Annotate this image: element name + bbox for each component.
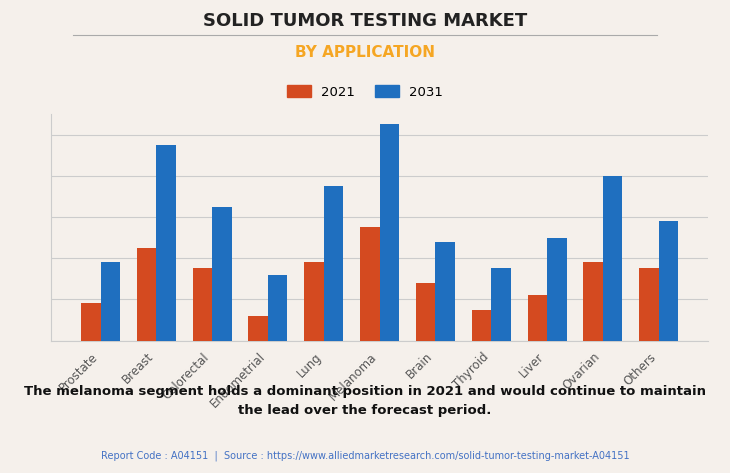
Bar xyxy=(360,228,380,341)
Bar xyxy=(528,295,547,341)
Text: BY APPLICATION: BY APPLICATION xyxy=(295,45,435,60)
Bar xyxy=(435,242,455,341)
Bar xyxy=(304,263,324,341)
Bar xyxy=(472,310,491,341)
Bar xyxy=(658,221,678,341)
Bar xyxy=(547,237,566,341)
Legend: 2021, 2031: 2021, 2031 xyxy=(282,80,448,104)
Text: The melanoma segment holds a dominant position in 2021 and would continue to mai: The melanoma segment holds a dominant po… xyxy=(24,385,706,418)
Bar xyxy=(603,176,623,341)
Bar xyxy=(193,269,212,341)
Bar xyxy=(491,269,511,341)
Bar xyxy=(156,145,176,341)
Bar xyxy=(212,207,231,341)
Bar xyxy=(324,186,343,341)
Bar xyxy=(380,124,399,341)
Text: SOLID TUMOR TESTING MARKET: SOLID TUMOR TESTING MARKET xyxy=(203,12,527,30)
Bar xyxy=(639,269,658,341)
Text: Report Code : A04151  |  Source : https://www.alliedmarketresearch.com/solid-tum: Report Code : A04151 | Source : https://… xyxy=(101,450,629,461)
Bar xyxy=(248,316,268,341)
Bar xyxy=(137,248,156,341)
Bar xyxy=(416,283,435,341)
Bar xyxy=(101,263,120,341)
Bar xyxy=(583,263,603,341)
Bar xyxy=(268,275,288,341)
Bar xyxy=(81,304,101,341)
